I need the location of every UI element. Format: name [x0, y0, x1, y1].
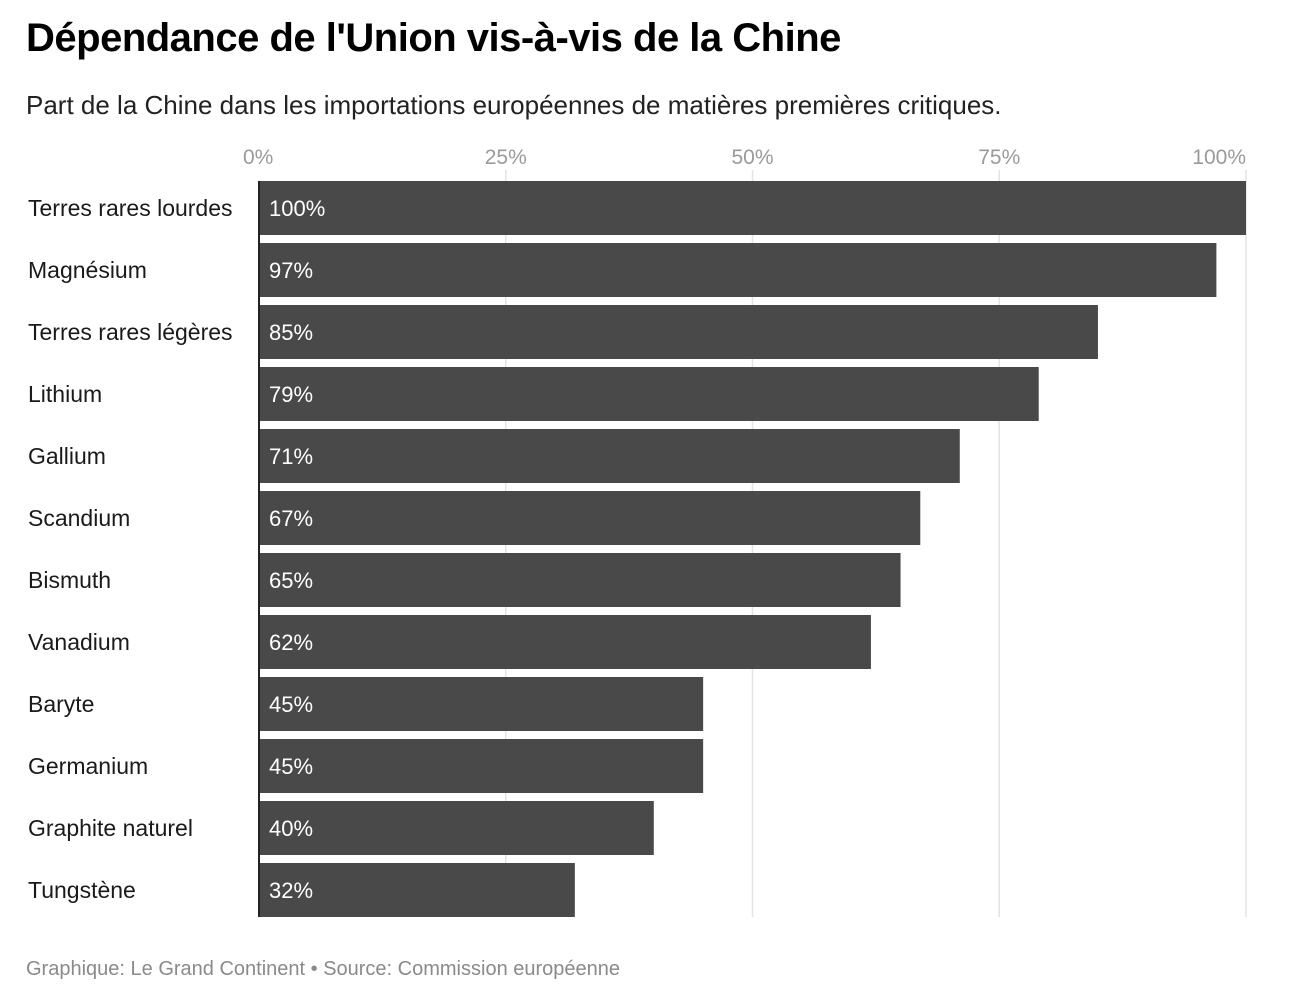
bar — [259, 305, 1098, 359]
bar — [259, 739, 704, 793]
x-tick-label: 25% — [485, 146, 527, 169]
bar — [259, 615, 871, 669]
value-label: 32% — [269, 878, 313, 903]
value-label: 62% — [269, 630, 313, 655]
value-label: 67% — [269, 506, 313, 531]
bar — [259, 367, 1039, 421]
category-label: Scandium — [28, 505, 130, 531]
chart-title: Dépendance de l'Union vis-à-vis de la Ch… — [26, 16, 841, 60]
value-label: 97% — [269, 258, 313, 283]
category-label: Lithium — [28, 381, 102, 407]
bar — [259, 553, 901, 607]
bar — [259, 181, 1246, 235]
bar — [259, 863, 575, 917]
category-label: Magnésium — [28, 257, 147, 283]
x-tick-label: 50% — [731, 146, 773, 169]
x-tick-label: 0% — [243, 146, 273, 169]
category-label: Terres rares légères — [28, 319, 233, 345]
value-label: 65% — [269, 568, 313, 593]
value-label: 100% — [269, 196, 325, 221]
category-label: Tungstène — [28, 877, 136, 903]
bar — [259, 243, 1217, 297]
category-label: Gallium — [28, 443, 106, 469]
bar — [259, 491, 921, 545]
value-label: 40% — [269, 816, 313, 841]
chart-credit: Graphique: Le Grand Continent • Source: … — [26, 958, 621, 980]
bar — [259, 677, 704, 731]
bar — [259, 429, 960, 483]
value-label: 85% — [269, 320, 313, 345]
category-label: Baryte — [28, 691, 94, 717]
x-tick-label: 75% — [978, 146, 1020, 169]
value-label: 45% — [269, 692, 313, 717]
value-label: 79% — [269, 382, 313, 407]
value-label: 45% — [269, 754, 313, 779]
value-label: 71% — [269, 444, 313, 469]
bar — [259, 801, 654, 855]
category-label: Germanium — [28, 753, 148, 779]
category-label: Terres rares lourdes — [28, 195, 233, 221]
category-label: Graphite naturel — [28, 815, 193, 841]
category-label: Vanadium — [28, 629, 130, 655]
x-tick-label: 100% — [1192, 146, 1246, 169]
chart-subtitle: Part de la Chine dans les importations e… — [26, 90, 1002, 120]
category-label: Bismuth — [28, 567, 111, 593]
